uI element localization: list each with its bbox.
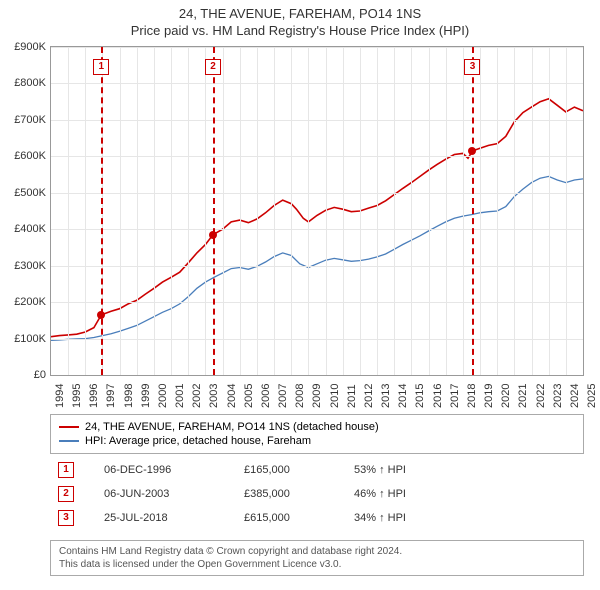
y-tick-label: £800K (2, 77, 46, 89)
y-tick-label: £300K (2, 260, 46, 272)
marker-dot (468, 147, 476, 155)
marker-num-badge: 2 (205, 59, 221, 75)
x-tick-label: 2003 (208, 384, 220, 408)
y-tick-label: £0 (2, 369, 46, 381)
y-tick-label: £600K (2, 150, 46, 162)
x-tick-label: 1998 (123, 384, 135, 408)
events-table: 1 06-DEC-1996 £165,000 53% ↑ HPI 2 06-JU… (50, 458, 584, 530)
legend-box: 24, THE AVENUE, FAREHAM, PO14 1NS (detac… (50, 414, 584, 454)
y-tick-label: £100K (2, 333, 46, 345)
legend-item: 24, THE AVENUE, FAREHAM, PO14 1NS (detac… (59, 420, 575, 434)
x-tick-label: 2021 (517, 384, 529, 408)
x-tick-label: 2017 (449, 384, 461, 408)
x-tick-label: 2002 (191, 384, 203, 408)
x-tick-label: 2016 (432, 384, 444, 408)
event-pct: 53% ↑ HPI (354, 464, 584, 476)
x-tick-label: 2009 (311, 384, 323, 408)
x-tick-label: 1996 (88, 384, 100, 408)
x-tick-label: 2025 (586, 384, 598, 408)
x-tick-label: 2001 (174, 384, 186, 408)
series-line (51, 99, 583, 337)
marker-vline (213, 47, 215, 375)
x-tick-label: 2018 (466, 384, 478, 408)
title-subtitle: Price paid vs. HM Land Registry's House … (0, 21, 600, 42)
event-num-badge: 1 (58, 462, 74, 478)
legend-swatch (59, 426, 79, 428)
chart-container: 24, THE AVENUE, FAREHAM, PO14 1NS Price … (0, 0, 600, 590)
x-tick-label: 2008 (294, 384, 306, 408)
x-tick-label: 2012 (363, 384, 375, 408)
marker-dot (97, 311, 105, 319)
series-line (51, 176, 583, 340)
chart-lines-svg (51, 47, 583, 375)
event-pct: 46% ↑ HPI (354, 488, 584, 500)
y-tick-label: £200K (2, 296, 46, 308)
event-num-badge: 3 (58, 510, 74, 526)
x-tick-label: 2004 (226, 384, 238, 408)
x-tick-label: 2019 (483, 384, 495, 408)
legend-swatch (59, 440, 79, 442)
y-tick-label: £900K (2, 41, 46, 53)
y-tick-label: £700K (2, 114, 46, 126)
chart-plot-area: 1 2 3 (50, 46, 584, 376)
event-price: £385,000 (244, 488, 354, 500)
marker-num-badge: 3 (464, 59, 480, 75)
event-pct: 34% ↑ HPI (354, 512, 584, 524)
legend-label: 24, THE AVENUE, FAREHAM, PO14 1NS (detac… (85, 421, 379, 433)
marker-vline (101, 47, 103, 375)
x-tick-label: 1994 (54, 384, 66, 408)
x-tick-label: 2011 (346, 384, 358, 408)
x-tick-label: 2015 (414, 384, 426, 408)
title-address: 24, THE AVENUE, FAREHAM, PO14 1NS (0, 0, 600, 21)
x-tick-label: 2006 (260, 384, 272, 408)
x-tick-label: 2022 (535, 384, 547, 408)
x-tick-label: 2024 (569, 384, 581, 408)
y-tick-label: £400K (2, 223, 46, 235)
x-tick-label: 2007 (277, 384, 289, 408)
event-price: £615,000 (244, 512, 354, 524)
legend-item: HPI: Average price, detached house, Fare… (59, 434, 575, 448)
x-tick-label: 2023 (552, 384, 564, 408)
event-date: 25-JUL-2018 (74, 512, 244, 524)
event-date: 06-JUN-2003 (74, 488, 244, 500)
x-tick-label: 1997 (105, 384, 117, 408)
x-tick-label: 2010 (329, 384, 341, 408)
license-box: Contains HM Land Registry data © Crown c… (50, 540, 584, 576)
marker-num-badge: 1 (93, 59, 109, 75)
license-line2: This data is licensed under the Open Gov… (59, 558, 575, 571)
x-tick-label: 2013 (380, 384, 392, 408)
x-tick-label: 2014 (397, 384, 409, 408)
event-price: £165,000 (244, 464, 354, 476)
marker-dot (209, 231, 217, 239)
marker-vline (472, 47, 474, 375)
event-num-badge: 2 (58, 486, 74, 502)
license-line1: Contains HM Land Registry data © Crown c… (59, 545, 575, 558)
event-date: 06-DEC-1996 (74, 464, 244, 476)
event-row: 3 25-JUL-2018 £615,000 34% ↑ HPI (50, 506, 584, 530)
x-tick-label: 2000 (157, 384, 169, 408)
y-tick-label: £500K (2, 187, 46, 199)
event-row: 1 06-DEC-1996 £165,000 53% ↑ HPI (50, 458, 584, 482)
x-tick-label: 2020 (500, 384, 512, 408)
legend-label: HPI: Average price, detached house, Fare… (85, 435, 311, 447)
x-tick-label: 1999 (140, 384, 152, 408)
x-tick-label: 1995 (71, 384, 83, 408)
x-tick-label: 2005 (243, 384, 255, 408)
event-row: 2 06-JUN-2003 £385,000 46% ↑ HPI (50, 482, 584, 506)
